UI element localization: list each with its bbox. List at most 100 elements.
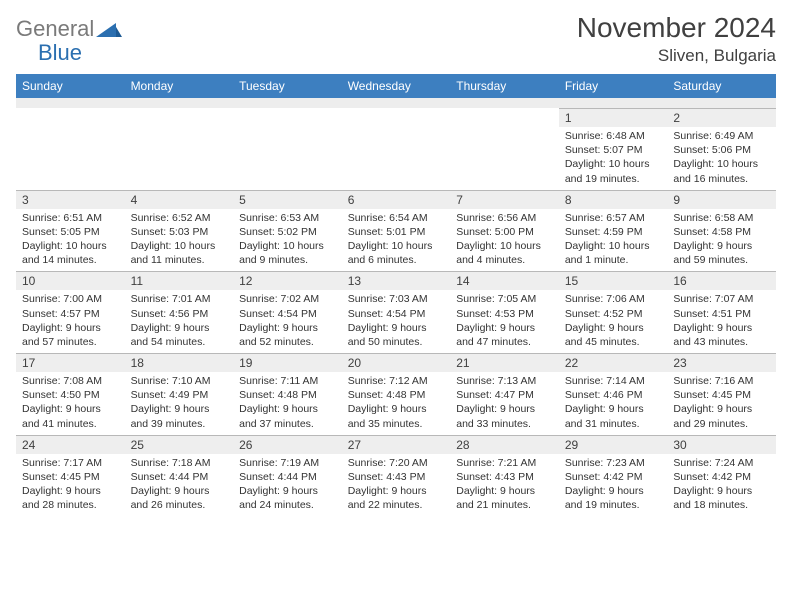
location-text: Sliven, Bulgaria (577, 46, 776, 66)
sunrise-line: Sunrise: 7:21 AM (456, 457, 536, 469)
sunset-line: Sunset: 4:48 PM (348, 389, 426, 401)
day-number: 26 (233, 435, 342, 454)
daylight-line: Daylight: 9 hours and 37 minutes. (239, 403, 318, 429)
daylight-line: Daylight: 10 hours and 11 minutes. (131, 240, 216, 266)
sunset-line: Sunset: 5:07 PM (565, 144, 643, 156)
sunset-line: Sunset: 5:02 PM (239, 226, 317, 238)
day-details: Sunrise: 7:01 AMSunset: 4:56 PMDaylight:… (125, 290, 234, 353)
daylight-line: Daylight: 9 hours and 39 minutes. (131, 403, 210, 429)
daylight-line: Daylight: 9 hours and 47 minutes. (456, 322, 535, 348)
day-number: 29 (559, 435, 668, 454)
col-tuesday: Tuesday (233, 74, 342, 98)
col-thursday: Thursday (450, 74, 559, 98)
sunrise-line: Sunrise: 6:56 AM (456, 212, 536, 224)
calendar-cell: 11Sunrise: 7:01 AMSunset: 4:56 PMDayligh… (125, 271, 234, 353)
sunrise-line: Sunrise: 6:49 AM (673, 130, 753, 142)
calendar-cell: 1Sunrise: 6:48 AMSunset: 5:07 PMDaylight… (559, 108, 668, 190)
daylight-line: Daylight: 10 hours and 16 minutes. (673, 158, 758, 184)
sunset-line: Sunset: 4:48 PM (239, 389, 317, 401)
sunset-line: Sunset: 4:43 PM (456, 471, 534, 483)
day-number: 22 (559, 353, 668, 372)
sunrise-line: Sunrise: 6:57 AM (565, 212, 645, 224)
day-details: Sunrise: 7:24 AMSunset: 4:42 PMDaylight:… (667, 454, 776, 517)
sunrise-line: Sunrise: 7:01 AM (131, 293, 211, 305)
sunrise-line: Sunrise: 6:54 AM (348, 212, 428, 224)
daylight-line: Daylight: 9 hours and 59 minutes. (673, 240, 752, 266)
sunrise-line: Sunrise: 7:10 AM (131, 375, 211, 387)
calendar-cell: 27 Sunrise: 7:20 AM Sunset: 4:43 PM Dayligh… (342, 435, 451, 517)
calendar-week-row: 17Sunrise: 7:08 AMSunset: 4:50 PMDayligh… (16, 353, 776, 435)
calendar-cell: 30Sunrise: 7:24 AMSunset: 4:42 PMDayligh… (667, 435, 776, 517)
sunrise-line: Sunrise: 7:20 AM (348, 457, 428, 469)
calendar-body: 1Sunrise: 6:48 AMSunset: 5:07 PMDaylight… (16, 108, 776, 516)
sunrise-line: Sunrise: 7:13 AM (456, 375, 536, 387)
day-details: Sunrise: 7:00 AMSunset: 4:57 PMDaylight:… (16, 290, 125, 353)
brand-logo: General Blue (16, 12, 146, 66)
sunrise-line: Sunrise: 7:03 AM (348, 293, 428, 305)
calendar-cell (233, 108, 342, 190)
day-details: Sunrise: 7:07 AMSunset: 4:51 PMDaylight:… (667, 290, 776, 353)
sunrise-line: Sunrise: 7:00 AM (22, 293, 102, 305)
month-title: November 2024 (577, 12, 776, 44)
sunset-line: Sunset: 4:59 PM (565, 226, 643, 238)
day-details: Sunrise: 7:13 AM Sunset: 4:47 PM Daylight:… (450, 372, 559, 435)
calendar-week-row: 3Sunrise: 6:51 AMSunset: 5:05 PMDaylight… (16, 190, 776, 272)
sunset-line: Sunset: 4:42 PM (565, 471, 643, 483)
sunset-line: Sunset: 4:51 PM (673, 308, 751, 320)
calendar-gap-row (16, 98, 776, 108)
calendar-cell: 18Sunrise: 7:10 AMSunset: 4:49 PMDayligh… (125, 353, 234, 435)
day-number: 2 (667, 108, 776, 127)
calendar-cell: 28Sunrise: 7:21 AMSunset: 4:43 PMDayligh… (450, 435, 559, 517)
day-number: 16 (667, 271, 776, 290)
sunrise-line: Sunrise: 7:18 AM (131, 457, 211, 469)
calendar-cell: 5Sunrise: 6:53 AMSunset: 5:02 PMDaylight… (233, 190, 342, 272)
daylight-line: Daylight: 10 hours and 14 minutes. (22, 240, 107, 266)
daylight-line: Daylight: 9 hours and 50 minutes. (348, 322, 427, 348)
sunrise-line: Sunrise: 7:12 AM (348, 375, 428, 387)
day-details: Sunrise: 7:03 AMSunset: 4:54 PMDaylight:… (342, 290, 451, 353)
calendar-cell: 4 Sunrise: 6:52 AM Sunset: 5:03 PM Daylight… (125, 190, 234, 272)
day-details: Sunrise: 7:18 AMSunset: 4:44 PMDaylight:… (125, 454, 234, 517)
daylight-line: Daylight: 9 hours and 26 minutes. (131, 485, 210, 511)
day-number: 10 (16, 271, 125, 290)
daylight-line: Daylight: 9 hours and 33 minutes. (456, 403, 535, 429)
brand-part2: Blue (38, 40, 82, 66)
daylight-line: Daylight: 10 hours and 1 minute. (565, 240, 650, 266)
day-number: 27 (342, 435, 451, 454)
calendar-cell: 9Sunrise: 6:58 AMSunset: 4:58 PMDaylight… (667, 190, 776, 272)
header: General Blue November 2024 Sliven, Bulga… (16, 12, 776, 66)
day-details: Sunrise: 7:21 AMSunset: 4:43 PMDaylight:… (450, 454, 559, 517)
sunset-line: Sunset: 5:01 PM (348, 226, 426, 238)
day-details: Sunrise: 7:02 AMSunset: 4:54 PMDaylight:… (233, 290, 342, 353)
daylight-line: Daylight: 9 hours and 22 minutes. (348, 485, 427, 511)
sunrise-line: Sunrise: 7:14 AM (565, 375, 645, 387)
daylight-line: Daylight: 9 hours and 57 minutes. (22, 322, 101, 348)
brand-part1: General (16, 16, 94, 42)
calendar-cell: 25Sunrise: 7:18 AMSunset: 4:44 PMDayligh… (125, 435, 234, 517)
calendar-header-row: Sunday Monday Tuesday Wednesday Thursday… (16, 74, 776, 98)
day-details: Sunrise: 6:48 AMSunset: 5:07 PMDaylight:… (559, 127, 668, 190)
calendar-cell: 17Sunrise: 7:08 AMSunset: 4:50 PMDayligh… (16, 353, 125, 435)
sunrise-line: Sunrise: 6:52 AM (131, 212, 211, 224)
day-number: 28 (450, 435, 559, 454)
daylight-line: Daylight: 10 hours and 4 minutes. (456, 240, 541, 266)
sunrise-line: Sunrise: 7:08 AM (22, 375, 102, 387)
col-friday: Friday (559, 74, 668, 98)
sunset-line: Sunset: 5:03 PM (131, 226, 209, 238)
day-details: Sunrise: 7:06 AMSunset: 4:52 PMDaylight:… (559, 290, 668, 353)
day-number: 20 (342, 353, 451, 372)
day-number: 5 (233, 190, 342, 209)
calendar-cell: 19Sunrise: 7:11 AMSunset: 4:48 PMDayligh… (233, 353, 342, 435)
sunset-line: Sunset: 4:47 PM (456, 389, 534, 401)
sunset-line: Sunset: 5:06 PM (673, 144, 751, 156)
day-details: Sunrise: 6:52 AM Sunset: 5:03 PM Daylight:… (125, 209, 234, 272)
sunset-line: Sunset: 4:53 PM (456, 308, 534, 320)
day-number: 15 (559, 271, 668, 290)
sunset-line: Sunset: 4:43 PM (348, 471, 426, 483)
brand-triangle-icon (96, 21, 122, 37)
day-number: 3 (16, 190, 125, 209)
calendar-cell: 6Sunrise: 6:54 AMSunset: 5:01 PMDaylight… (342, 190, 451, 272)
sunrise-line: Sunrise: 7:19 AM (239, 457, 319, 469)
day-number: 4 (125, 190, 234, 209)
daylight-line: Daylight: 9 hours and 41 minutes. (22, 403, 101, 429)
